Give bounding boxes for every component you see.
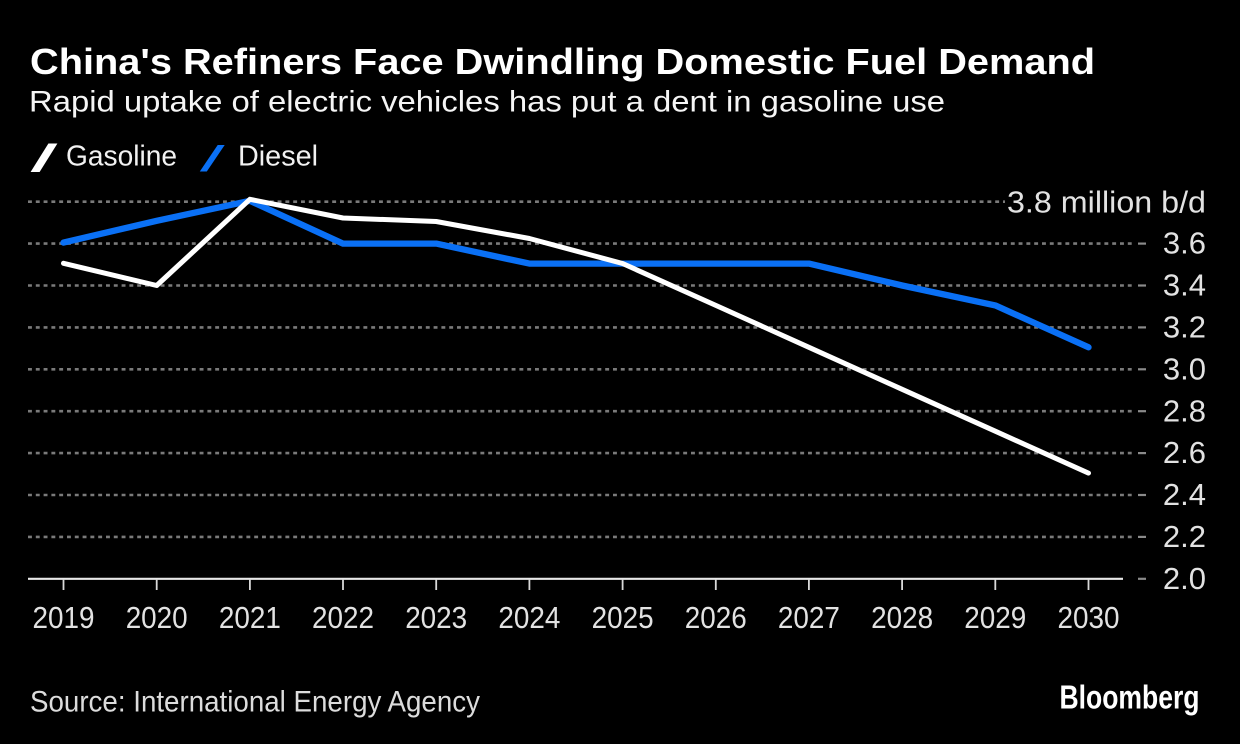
svg-text:2021: 2021: [219, 600, 281, 635]
svg-text:2019: 2019: [33, 600, 95, 635]
svg-text:2.0: 2.0: [1163, 561, 1206, 596]
svg-text:2024: 2024: [498, 600, 560, 635]
svg-text:3.6: 3.6: [1163, 226, 1206, 261]
svg-text:2027: 2027: [778, 600, 840, 635]
svg-text:2026: 2026: [685, 600, 747, 635]
svg-text:3.2: 3.2: [1163, 310, 1206, 345]
svg-text:Rapid uptake of electric vehic: Rapid uptake of electric vehicles has pu…: [29, 85, 945, 118]
svg-text:2.8: 2.8: [1163, 393, 1206, 428]
svg-text:China's Refiners Face Dwindlin: China's Refiners Face Dwindling Domestic…: [30, 41, 1095, 82]
svg-text:2023: 2023: [405, 600, 467, 635]
svg-text:2.6: 2.6: [1163, 435, 1206, 470]
svg-text:3.0: 3.0: [1163, 351, 1206, 386]
svg-text:3.4: 3.4: [1163, 268, 1206, 303]
svg-text:Bloomberg: Bloomberg: [1060, 680, 1200, 717]
svg-text:2029: 2029: [964, 600, 1026, 635]
svg-text:Gasoline: Gasoline: [66, 141, 177, 173]
svg-text:2028: 2028: [871, 600, 933, 635]
svg-text:2030: 2030: [1058, 600, 1120, 635]
svg-text:Source: International Energy A: Source: International Energy Agency: [30, 685, 480, 718]
svg-text:2025: 2025: [592, 600, 654, 635]
svg-text:2020: 2020: [126, 600, 188, 635]
svg-text:2.4: 2.4: [1163, 477, 1206, 512]
svg-text:Diesel: Diesel: [238, 141, 318, 173]
svg-text:2.2: 2.2: [1163, 519, 1206, 554]
svg-text:2022: 2022: [312, 600, 374, 635]
svg-text:3.8 million b/d: 3.8 million b/d: [1007, 185, 1206, 220]
